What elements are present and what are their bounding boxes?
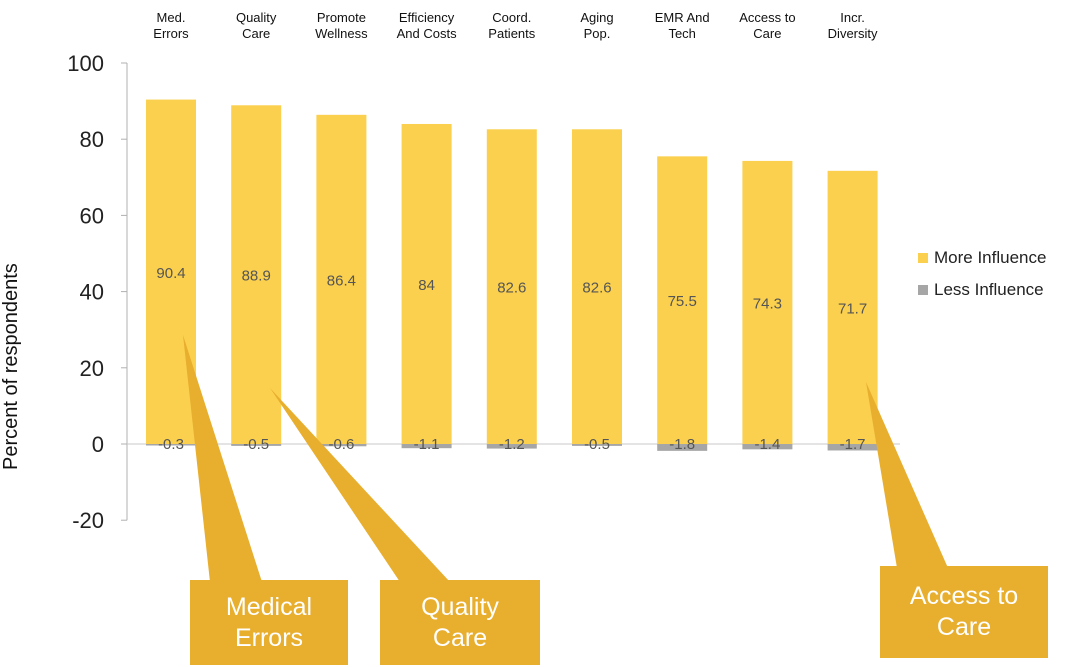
data-label-more: 90.4 <box>156 265 185 282</box>
data-label-less: -1.4 <box>754 436 780 453</box>
legend-swatch-less <box>918 285 928 295</box>
data-label-less: -1.7 <box>840 436 866 453</box>
data-label-more: 84 <box>418 277 435 294</box>
callout-box <box>880 566 1048 658</box>
bar-more-influence <box>742 160 793 445</box>
bar-more-influence <box>231 105 282 444</box>
legend-item-more: More Influence <box>918 242 1046 274</box>
category-label: Promote Wellness <box>315 10 368 41</box>
bar-more-influence <box>146 99 196 445</box>
bar-less-influence <box>146 444 196 446</box>
callout-text: Access to Care <box>909 582 1019 641</box>
legend-swatch-more <box>918 253 928 263</box>
data-label-less: -1.8 <box>669 436 695 453</box>
legend-item-less: Less Influence <box>918 274 1046 306</box>
callout-box <box>380 580 540 665</box>
bar-more-influence <box>316 114 367 444</box>
data-label-more: 88.9 <box>242 268 271 285</box>
callout-text: Quality Care <box>421 592 499 652</box>
legend-label-less: Less Influence <box>934 280 1044 299</box>
callout-pointer <box>270 388 450 582</box>
data-label-less: -0.5 <box>243 436 269 453</box>
category-label: Coord. Patients <box>488 10 536 41</box>
y-tick-label: 100 <box>67 51 104 76</box>
bar-less-influence <box>572 444 622 446</box>
category-label: EMR And Tech <box>654 10 710 41</box>
y-tick-label: 40 <box>80 280 104 305</box>
data-label-more: 82.6 <box>497 280 526 297</box>
category-label: Access to Care <box>739 10 796 41</box>
callout-box <box>190 580 348 665</box>
data-label-more: 86.4 <box>327 272 356 289</box>
bar-less-influence <box>231 444 282 446</box>
y-tick-label: 60 <box>80 203 104 228</box>
category-label: Quality Care <box>235 10 277 41</box>
bar-more-influence <box>401 123 452 445</box>
bar-more-influence <box>657 156 708 444</box>
data-label-less: -0.5 <box>584 436 610 453</box>
data-label-less: -1.2 <box>499 436 525 453</box>
y-tick-label: -20 <box>72 508 104 533</box>
data-label-more: 75.5 <box>668 293 697 310</box>
legend-label-more: More Influence <box>934 248 1047 267</box>
category-label: Med. Errors <box>153 10 189 41</box>
data-label-more: 71.7 <box>838 300 867 317</box>
y-axis-label: Percent of respondents <box>0 263 22 470</box>
legend: More Influence Less Influence <box>918 242 1046 306</box>
bar-less-influence <box>401 444 452 449</box>
y-tick-label: 80 <box>80 127 104 152</box>
data-label-more: 74.3 <box>753 295 782 312</box>
data-label-less: -1.1 <box>414 436 440 453</box>
bar-less-influence <box>657 444 708 451</box>
data-label-less: -0.3 <box>158 436 184 453</box>
bar-less-influence <box>316 444 367 447</box>
bar-less-influence <box>486 444 537 449</box>
bar-less-influence <box>827 444 878 451</box>
category-label: Incr. Diversity <box>827 10 878 41</box>
y-tick-label: 0 <box>92 432 104 457</box>
bar-more-influence <box>486 129 537 444</box>
bar-less-influence <box>742 444 793 450</box>
callout-pointer <box>866 382 948 568</box>
callout-pointer <box>183 335 262 582</box>
y-tick-label: 20 <box>80 356 104 381</box>
callout-text: Medical Errors <box>225 592 313 652</box>
data-label-more: 82.6 <box>582 280 611 297</box>
data-label-less: -0.6 <box>328 436 354 453</box>
bar-more-influence <box>572 129 622 444</box>
category-label: Efficiency And Costs <box>396 10 457 41</box>
category-label: Aging Pop. <box>580 10 614 41</box>
